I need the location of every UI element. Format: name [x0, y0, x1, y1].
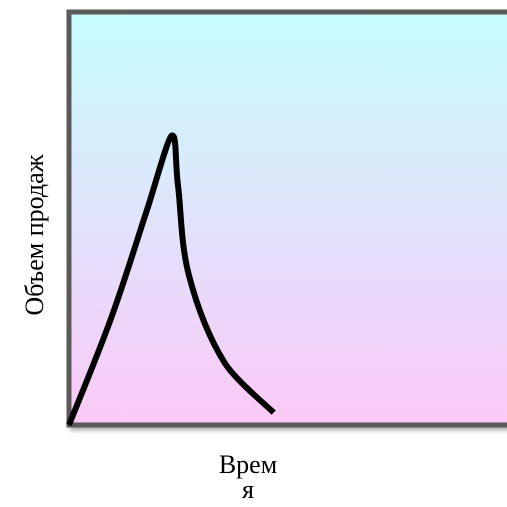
x-axis-label-line-2: я [242, 475, 254, 504]
plot-area [66, 9, 507, 428]
x-axis-label-line-1: Врем [218, 450, 278, 479]
x-axis-label: Врем я [198, 450, 298, 504]
y-axis-label: Объем продаж [20, 154, 49, 316]
series-line-0 [66, 132, 276, 427]
series-layer [66, 132, 276, 427]
